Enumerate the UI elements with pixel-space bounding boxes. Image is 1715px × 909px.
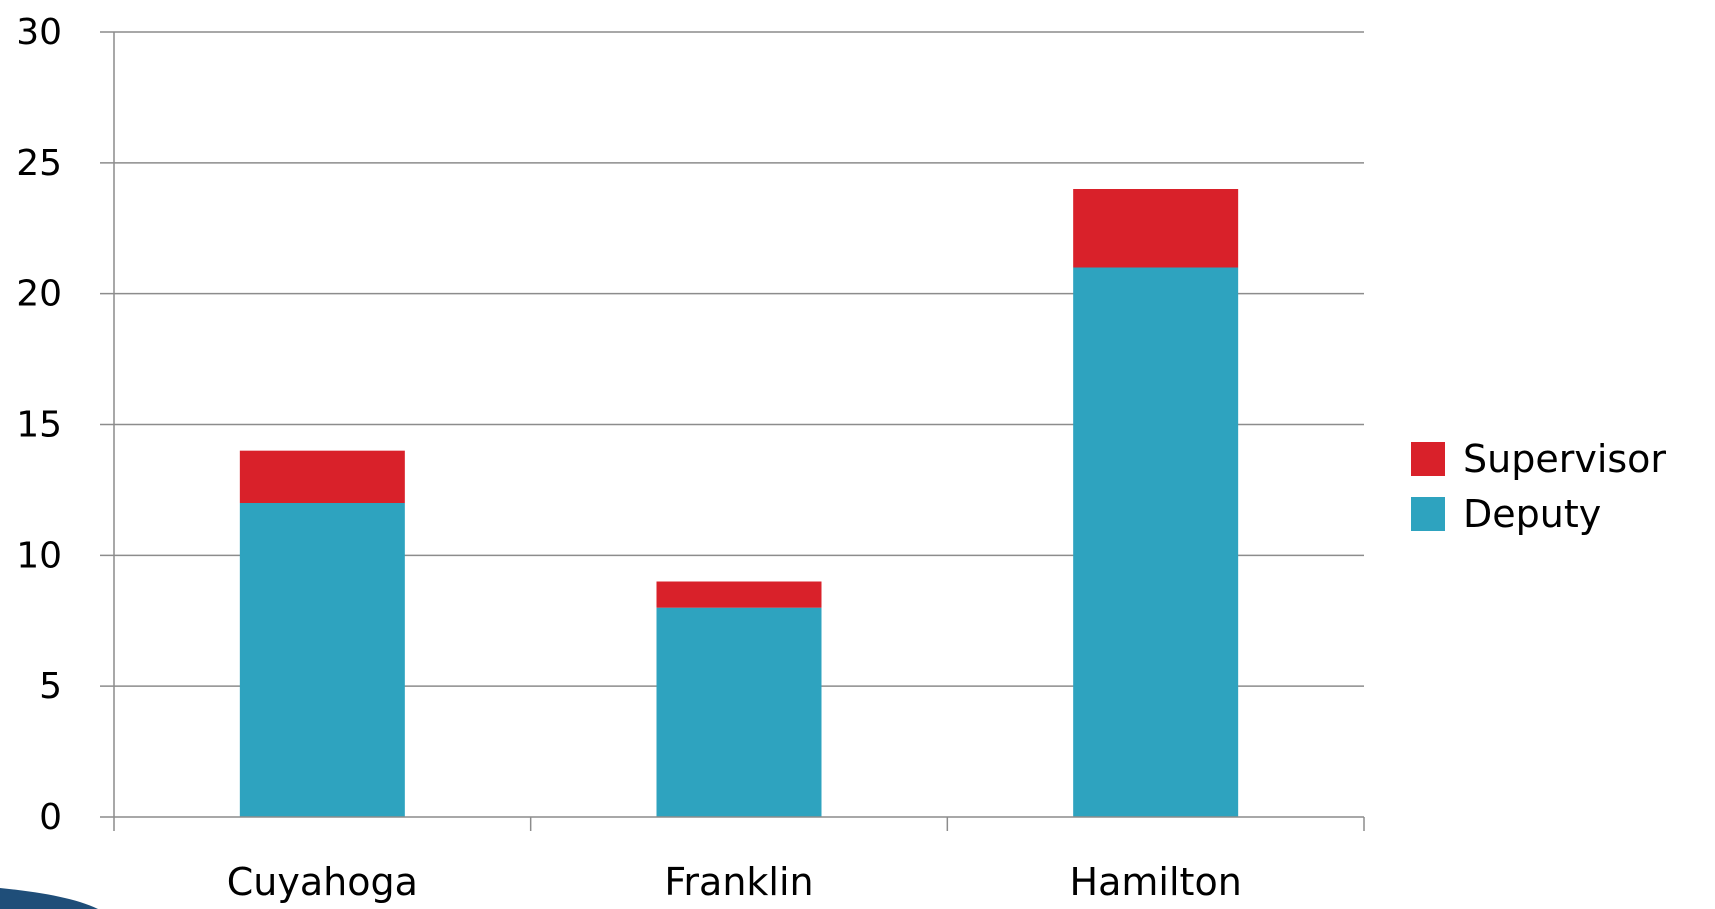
y-tick-label: 30 xyxy=(16,12,62,53)
y-tick-label: 5 xyxy=(39,666,62,707)
x-category-label: Franklin xyxy=(664,860,813,904)
bar-supervisor-cuyahoga xyxy=(239,450,405,503)
x-category-label: Hamilton xyxy=(1070,860,1242,904)
bar-deputy-cuyahoga xyxy=(239,503,405,817)
legend-label-deputy: Deputy xyxy=(1463,492,1601,536)
corner-swoosh-decoration xyxy=(0,888,98,909)
bar-deputy-franklin xyxy=(656,607,822,817)
y-tick-label: 25 xyxy=(16,143,62,184)
y-tick-label: 20 xyxy=(16,274,62,315)
bar-deputy-hamilton xyxy=(1073,267,1239,817)
bars xyxy=(239,189,1239,817)
y-tick-label: 15 xyxy=(16,405,62,446)
axes xyxy=(100,32,1365,831)
y-tick-label: 0 xyxy=(39,797,62,838)
x-axis-labels: Cuyahoga Franklin Hamilton xyxy=(227,860,1242,904)
legend-swatch-deputy xyxy=(1411,497,1445,531)
legend-swatch-supervisor xyxy=(1411,442,1445,476)
y-axis-ticks: 0 5 10 15 20 25 30 xyxy=(16,12,62,838)
x-category-label: Cuyahoga xyxy=(227,860,418,904)
bar-supervisor-franklin xyxy=(656,581,822,608)
legend-label-supervisor: Supervisor xyxy=(1463,437,1666,481)
y-tick-label: 10 xyxy=(16,535,62,576)
bar-supervisor-hamilton xyxy=(1073,189,1239,268)
legend: Supervisor Deputy xyxy=(1411,437,1666,536)
